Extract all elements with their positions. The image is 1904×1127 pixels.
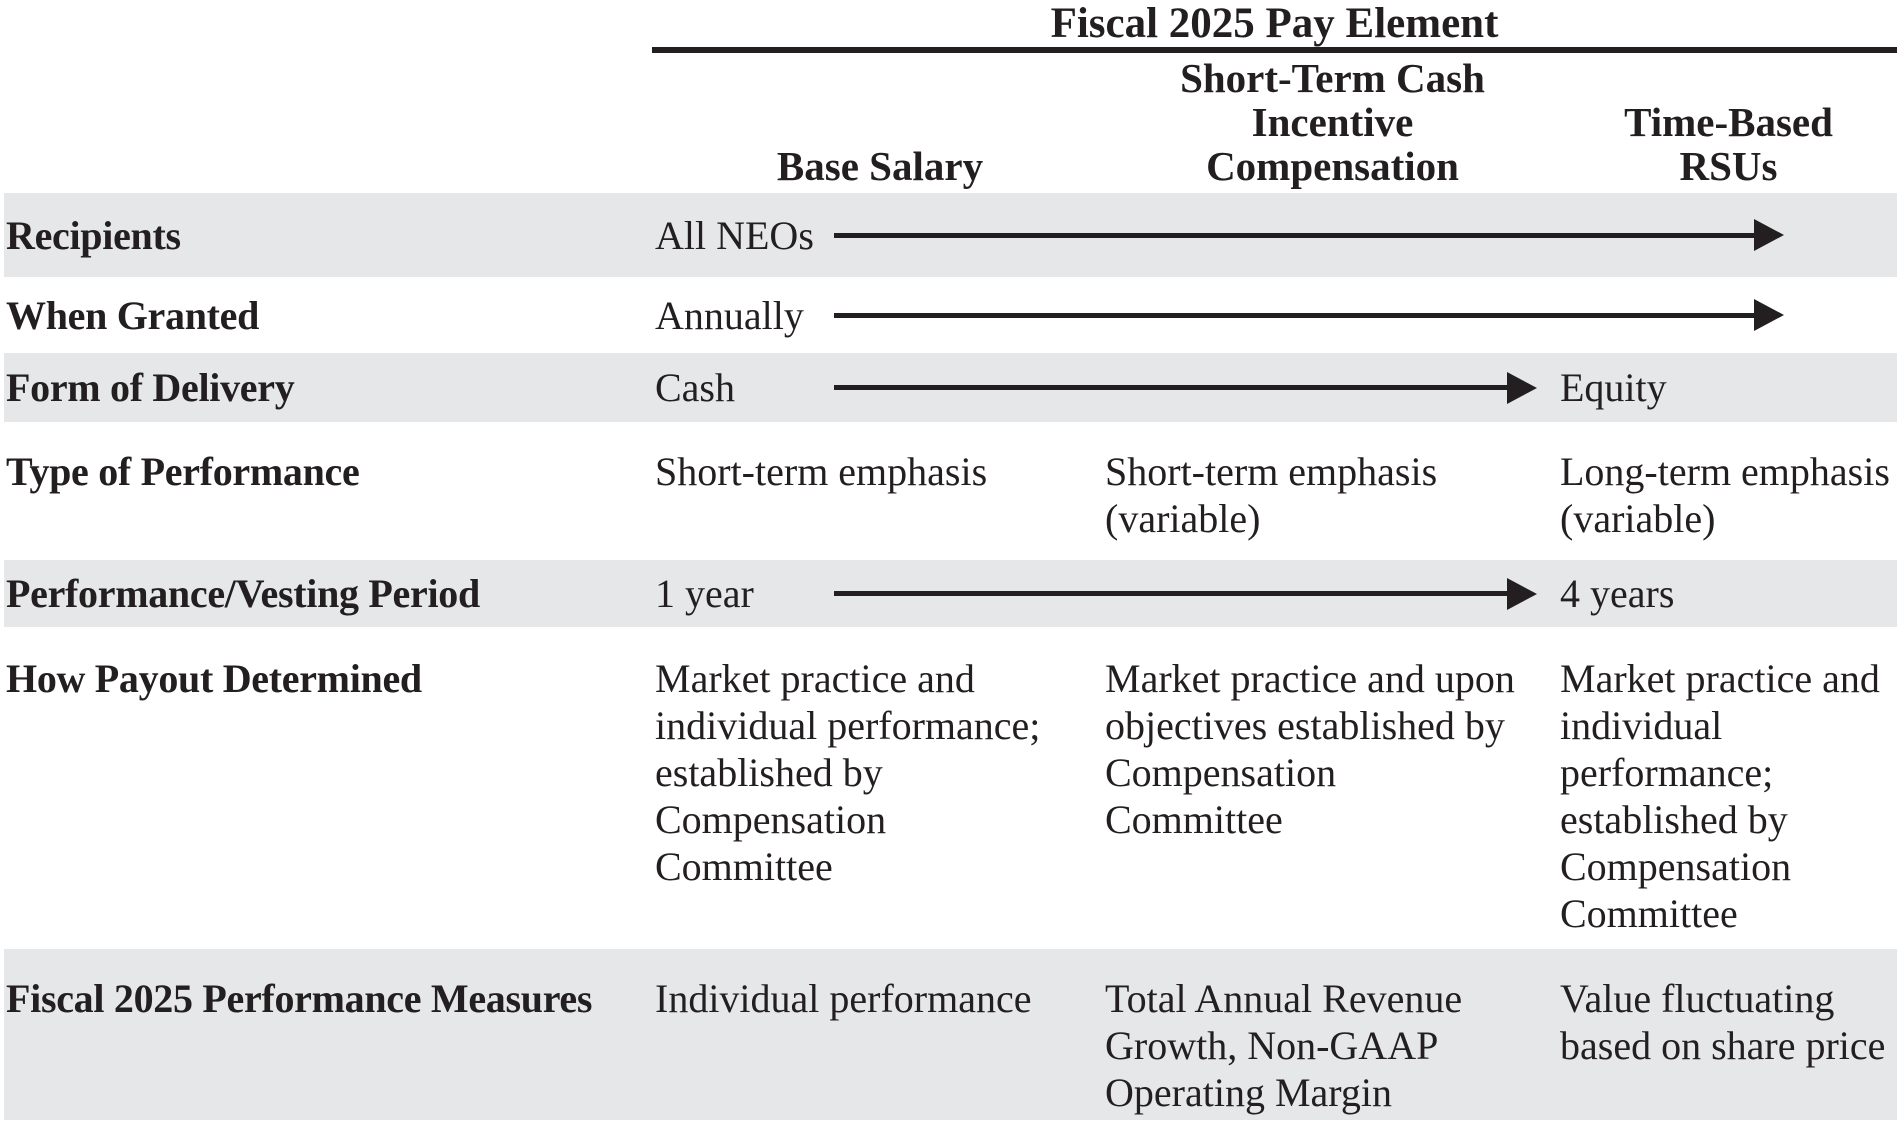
row-label: How Payout Determined: [6, 656, 422, 701]
column-header-time-based-rsus: Time-Based RSUs: [1624, 99, 1833, 189]
row-label: Performance/Vesting Period: [6, 571, 480, 616]
table-row-form-of-delivery: Form of Delivery Cash Equity: [4, 353, 1897, 422]
row-label: Form of Delivery: [6, 365, 295, 410]
cell-short-term-cash: Short-term emphasis (variable): [1105, 449, 1438, 541]
row-label: Type of Performance: [6, 449, 360, 494]
column-header-short-term-cash: Short-Term Cash Incentive Compensation: [1180, 55, 1485, 189]
table-row-performance-vesting-period: Performance/Vesting Period 1 year 4 year…: [4, 560, 1897, 627]
cell-time-based-rsus: Market practice and individual performan…: [1560, 656, 1880, 936]
row-label: Fiscal 2025 Performance Measures: [6, 976, 593, 1021]
column-header-spacer: [4, 188, 655, 190]
cell-time-based-rsus: Value fluctuating based on share price: [1560, 976, 1886, 1068]
cell-short-term-cash: Total Annual Revenue Growth, Non-GAAP Op…: [1105, 976, 1463, 1115]
cell-base-salary: Annually: [655, 292, 804, 338]
right-arrow-icon: [834, 312, 1754, 318]
row-label: When Granted: [6, 292, 260, 338]
right-arrow-icon: [834, 232, 1754, 238]
cell-base-salary: 1 year: [655, 571, 754, 616]
cell-short-term-cash: Market practice and upon objectives esta…: [1105, 656, 1515, 842]
cell-base-salary: All NEOs: [655, 212, 814, 258]
cell-time-based-rsus: Equity: [1560, 365, 1667, 410]
table-row-type-of-performance: Type of Performance Short-term emphasis …: [4, 422, 1897, 560]
right-arrow-icon: [834, 591, 1507, 596]
header-rule: [652, 47, 1897, 53]
table-row-when-granted: When Granted Annually: [4, 277, 1897, 353]
cell-base-salary: Cash: [655, 365, 735, 410]
table-row-how-payout-determined: How Payout Determined Market practice an…: [4, 627, 1897, 949]
cell-time-based-rsus: Long-term emphasis (variable): [1560, 449, 1890, 541]
cell-base-salary: Individual performance: [655, 976, 1032, 1021]
cell-base-salary: Market practice and individual performan…: [655, 656, 1041, 889]
column-header-row: Base Salary Short-Term Cash Incentive Co…: [4, 54, 1897, 190]
cell-base-salary: Short-term emphasis: [655, 449, 988, 494]
table-title: Fiscal 2025 Pay Element: [1050, 0, 1499, 47]
cell-time-based-rsus: 4 years: [1560, 571, 1675, 616]
table-row-fiscal-2025-performance-measures: Fiscal 2025 Performance Measures Individ…: [4, 949, 1897, 1120]
row-label: Recipients: [6, 212, 181, 258]
right-arrow-icon: [834, 385, 1507, 390]
column-header-base-salary: Base Salary: [776, 143, 984, 189]
table-row-recipients: Recipients All NEOs: [4, 193, 1897, 277]
